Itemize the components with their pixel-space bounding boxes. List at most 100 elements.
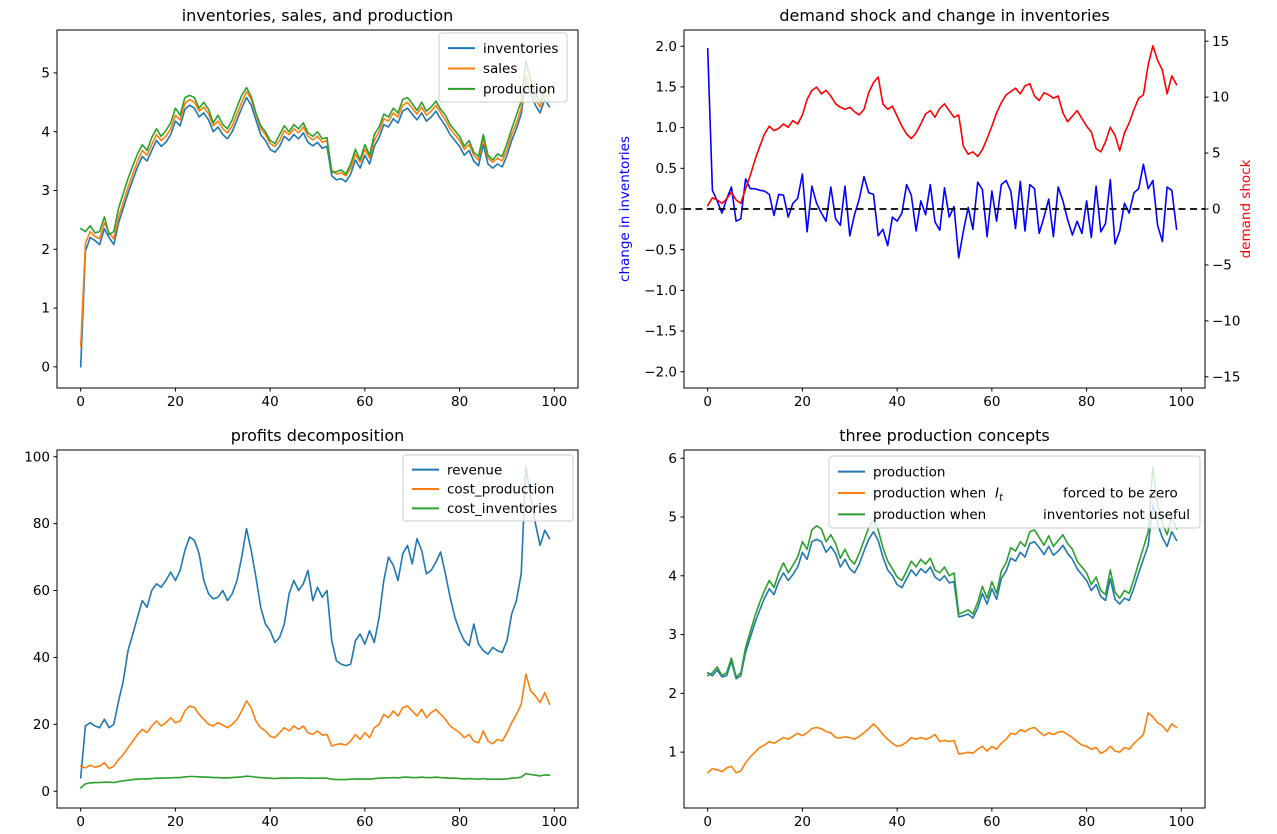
left-axis-label: change in inventories	[617, 136, 633, 282]
legend-label: inventories	[483, 41, 558, 57]
y-tick-right-label: −5	[1212, 258, 1232, 274]
y-tick-label: 4	[41, 124, 50, 140]
y-tick-label: 0	[41, 784, 50, 800]
x-tick-label: 80	[451, 814, 468, 830]
y-tick-label: 1	[668, 745, 677, 761]
x-tick-label: 40	[889, 394, 906, 410]
legend-label: cost_inventories	[447, 501, 557, 517]
legend-box	[438, 32, 568, 103]
x-tick-label: 100	[1168, 394, 1194, 410]
y-tick-right-label: −15	[1212, 369, 1241, 385]
legend-label-suffix: inventories not useful	[1043, 507, 1190, 523]
chart-title: profits decomposition	[231, 426, 405, 445]
right-axis-label: demand shock	[1238, 159, 1254, 258]
series-inventories	[79, 80, 551, 368]
y-tick-label: −1.5	[644, 324, 677, 340]
x-tick-label: 20	[794, 394, 811, 410]
legend-label-prefix: production when	[873, 507, 986, 523]
series-cost-inventories	[79, 772, 551, 789]
x-tick-label: 80	[451, 394, 468, 410]
x-tick-label: 0	[703, 394, 712, 410]
y-tick-label: 1	[41, 301, 50, 317]
y-tick-label: 5	[668, 510, 677, 526]
series-sales	[79, 75, 551, 348]
series-demand-shock	[706, 44, 1178, 207]
x-tick-label: 60	[983, 814, 1000, 830]
y-tick-label: 80	[33, 516, 50, 532]
x-tick-label: 60	[356, 814, 373, 830]
plot-lines	[79, 60, 551, 368]
series-production-when-inventories-not-useful	[706, 466, 1178, 678]
y-tick-right-label: 10	[1212, 90, 1229, 106]
y-tick-label: 1.5	[656, 80, 677, 96]
subplot-three-production-concepts: three production concepts 0 20 40 60 80 100 1 2 3…	[668, 426, 1206, 830]
x-tick-label: 100	[541, 814, 567, 830]
subplot-profits-decomposition: profits decomposition 0 20 40 60 80 100 0 20 40 60…	[24, 426, 579, 830]
y-tick-label: 3	[668, 627, 677, 643]
x-tick-label: 0	[703, 814, 712, 830]
axes-frame	[683, 449, 1206, 809]
x-tick-label: 0	[76, 394, 85, 410]
y-tick-label: −0.5	[644, 242, 677, 258]
legend-label: production	[483, 81, 556, 97]
y-tick-label: 2	[668, 686, 677, 702]
y-tick-label: 60	[33, 583, 50, 599]
legend-label: cost_production	[447, 482, 554, 498]
chart-title: demand shock and change in inventories	[779, 6, 1109, 25]
legend-box	[828, 455, 1201, 529]
x-tick-label: 40	[262, 814, 279, 830]
series-production	[79, 60, 551, 236]
plot-lines	[706, 466, 1178, 774]
y-tick-label: 0	[41, 359, 50, 375]
y-tick-label: 2.0	[656, 39, 677, 55]
y-tick-label: 4	[668, 568, 677, 584]
y-tick-label: 0.0	[656, 202, 677, 218]
x-tick-label: 80	[1078, 394, 1095, 410]
legend-label-prefix: production when	[873, 486, 986, 502]
legend-math-symbol: It	[995, 486, 1004, 504]
axes-frame	[56, 449, 579, 809]
y-tick-label: 40	[33, 650, 50, 666]
series-change-in-inventories	[706, 47, 1178, 259]
legend-label: sales	[483, 61, 517, 77]
y-tick-label: 0.5	[656, 161, 677, 177]
legend-label-suffix: forced to be zero	[1063, 486, 1178, 502]
y-tick-label: −2.0	[644, 364, 677, 380]
y-tick-label: 3	[41, 183, 50, 199]
series-revenue	[79, 465, 551, 779]
y-tick-label: 100	[24, 449, 50, 465]
y-tick-right-label: 0	[1212, 202, 1221, 218]
y-tick-label: 5	[41, 66, 50, 82]
y-tick-label: 2	[41, 242, 50, 258]
x-tick-label: 40	[262, 394, 279, 410]
x-tick-label: 60	[983, 394, 1000, 410]
legend-label: production	[873, 464, 946, 480]
y-tick-right-label: 15	[1212, 34, 1229, 50]
legend: production production when It forced to be …	[828, 455, 1201, 529]
x-tick-label: 40	[889, 814, 906, 830]
x-tick-label: 0	[76, 814, 85, 830]
chart-title: three production concepts	[839, 426, 1050, 445]
axes-frame	[56, 29, 579, 389]
y-tick-right-label: 5	[1212, 146, 1221, 162]
series-cost-production	[79, 673, 551, 770]
plot-lines	[684, 44, 1205, 259]
legend-label: revenue	[447, 462, 502, 478]
subplot-demand-shock-change-inventories: demand shock and change in inventories 0 2…	[617, 6, 1254, 410]
legend: revenue cost_production cost_inventories	[402, 454, 574, 522]
y-tick-label: −1.0	[644, 283, 677, 299]
series-production	[706, 504, 1178, 680]
legend-box	[402, 454, 574, 522]
y-tick-right-label: −10	[1212, 313, 1241, 329]
plot-lines	[79, 465, 551, 789]
y-tick-label: 1.0	[656, 120, 677, 136]
x-tick-label: 80	[1078, 814, 1095, 830]
x-tick-label: 20	[167, 814, 184, 830]
series-production-when-i-t-forced-to-be-zero	[706, 711, 1178, 774]
chart-title: inventories, sales, and production	[182, 6, 454, 25]
x-tick-label: 60	[356, 394, 373, 410]
x-tick-label: 20	[794, 814, 811, 830]
